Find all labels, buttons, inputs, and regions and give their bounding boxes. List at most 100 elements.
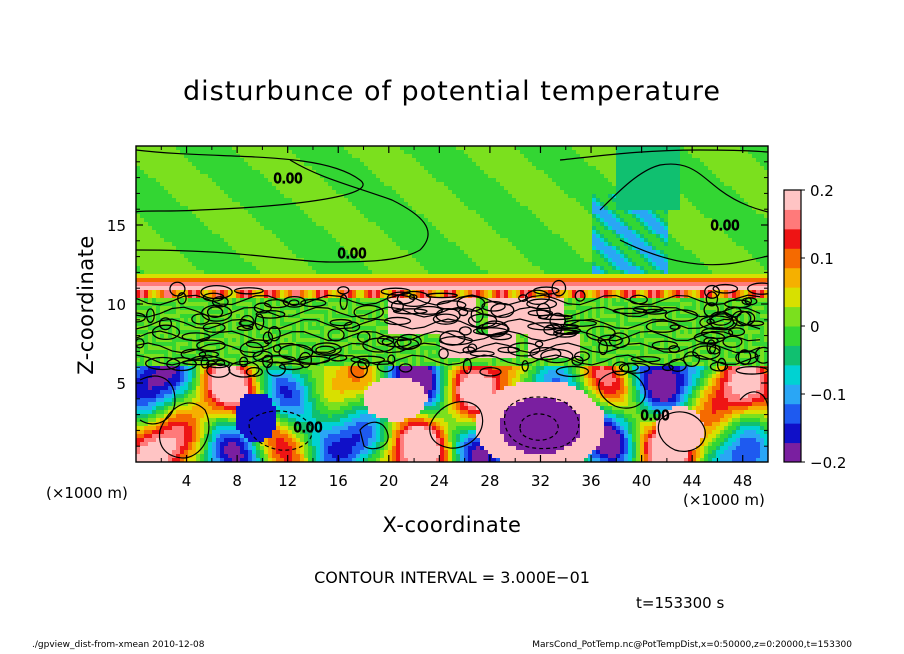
heatmap-cell (228, 186, 233, 191)
heatmap-cell (752, 210, 757, 215)
heatmap-cell (312, 270, 317, 275)
heatmap-cell (252, 214, 257, 219)
heatmap-cell (144, 230, 149, 235)
heatmap-cell (632, 162, 637, 167)
heatmap-cell (548, 174, 553, 179)
heatmap-cell (252, 238, 257, 243)
heatmap-cell (756, 254, 761, 259)
heatmap-cell (520, 166, 525, 171)
heatmap-cell (244, 182, 249, 187)
heatmap-cell (184, 178, 189, 183)
heatmap-cell (304, 226, 309, 231)
heatmap-cell (240, 170, 245, 175)
heatmap-cell (572, 202, 577, 207)
heatmap-cell (136, 218, 141, 223)
heatmap-cell (136, 226, 141, 231)
heatmap-cell (624, 158, 629, 163)
heatmap-cell (596, 178, 601, 183)
heatmap-cell (348, 198, 353, 203)
heatmap-cell (560, 146, 565, 151)
heatmap-cell (512, 254, 517, 259)
heatmap-cell (292, 234, 297, 239)
heatmap-cell (300, 250, 305, 255)
heatmap-cell (284, 210, 289, 215)
heatmap-cell (316, 210, 321, 215)
heatmap-cell (492, 174, 497, 179)
heatmap-cell (372, 158, 377, 163)
heatmap-cell (696, 170, 701, 175)
heatmap-cell (364, 146, 369, 151)
heatmap-cell (196, 166, 201, 171)
heatmap-cell (412, 226, 417, 231)
heatmap-cell (192, 218, 197, 223)
heatmap-cell (708, 158, 713, 163)
heatmap-cell (664, 174, 669, 179)
heatmap-cell (608, 250, 613, 255)
heatmap-cell (404, 202, 409, 207)
heatmap-cell (184, 258, 189, 263)
heatmap-cell (360, 182, 365, 187)
heatmap-cell (704, 162, 709, 167)
heatmap-cell (632, 182, 637, 187)
heatmap-cell (188, 234, 193, 239)
heatmap-cell (596, 166, 601, 171)
heatmap-cell (292, 150, 297, 155)
heatmap-cell (604, 230, 609, 235)
heatmap-cell (704, 206, 709, 211)
heatmap-cell (352, 170, 357, 175)
heatmap-cell (604, 166, 609, 171)
heatmap-cell (532, 222, 537, 227)
heatmap-cell (596, 230, 601, 235)
heatmap-cell (164, 206, 169, 211)
heatmap-cell (296, 166, 301, 171)
heatmap-cell (672, 238, 677, 243)
heatmap-cell (348, 182, 353, 187)
heatmap-cell (424, 210, 429, 215)
heatmap-cell (404, 194, 409, 199)
heatmap-cell (572, 190, 577, 195)
heatmap-cell (704, 234, 709, 239)
heatmap-cell (244, 218, 249, 223)
heatmap-cell (364, 202, 369, 207)
heatmap-cell (192, 262, 197, 267)
heatmap-cell (632, 170, 637, 175)
heatmap-cell (604, 178, 609, 183)
heatmap-cell (328, 206, 333, 211)
heatmap-cell (160, 226, 165, 231)
heatmap-cell (600, 234, 605, 239)
heatmap-cell (424, 178, 429, 183)
heatmap-cell (264, 210, 269, 215)
heatmap-cell (164, 218, 169, 223)
heatmap-cell (636, 158, 641, 163)
heatmap-cell (488, 190, 493, 195)
heatmap-cell (292, 218, 297, 223)
heatmap-cell (304, 238, 309, 243)
heatmap-cell (660, 154, 665, 159)
heatmap-cell (260, 266, 265, 271)
heatmap-cell (692, 214, 697, 219)
heatmap-cell (504, 202, 509, 207)
heatmap-cell (596, 210, 601, 215)
heatmap-cell (420, 158, 425, 163)
heatmap-cell (336, 162, 341, 167)
heatmap-cell (236, 182, 241, 187)
heatmap-cell (356, 230, 361, 235)
heatmap-cell (748, 214, 753, 219)
heatmap-cell (580, 170, 585, 175)
heatmap-cell (344, 234, 349, 239)
heatmap-cell (312, 154, 317, 159)
heatmap-cell (664, 258, 669, 263)
heatmap-cell (588, 246, 593, 251)
heatmap-cell (616, 250, 621, 255)
heatmap-cell (496, 190, 501, 195)
heatmap-cell (272, 186, 277, 191)
heatmap-cell (440, 166, 445, 171)
heatmap-cell (152, 242, 157, 247)
heatmap-cell (712, 254, 717, 259)
heatmap-cell (408, 186, 413, 191)
heatmap-cell (200, 182, 205, 187)
heatmap-cell (552, 258, 557, 263)
heatmap-cell (256, 162, 261, 167)
heatmap-cell (180, 174, 185, 179)
heatmap-cell (148, 246, 153, 251)
